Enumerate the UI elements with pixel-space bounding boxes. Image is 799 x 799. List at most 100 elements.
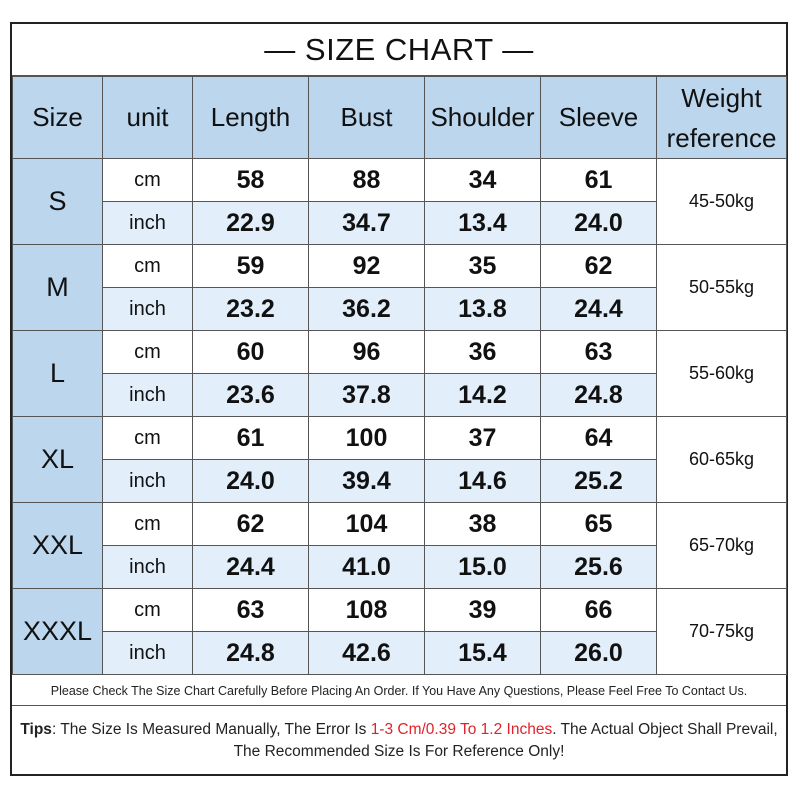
length-value: 23.2 (192, 287, 309, 331)
sleeve-value: 24.4 (540, 287, 657, 331)
shoulder-value: 37 (424, 416, 541, 460)
shoulder-value: 14.6 (424, 459, 541, 503)
table-row: inch 22.9 34.7 13.4 24.0 (13, 201, 787, 245)
sleeve-value: 24.0 (540, 201, 657, 245)
sleeve-value: 66 (540, 588, 657, 632)
shoulder-value: 38 (424, 502, 541, 546)
bust-value: 41.0 (308, 545, 425, 589)
shoulder-value: 34 (424, 158, 541, 202)
table-row: inch 23.6 37.8 14.2 24.8 (13, 373, 787, 417)
table-row: inch 23.2 36.2 13.8 24.4 (13, 287, 787, 331)
unit-cell: cm (102, 416, 193, 460)
tips-error-range: 1-3 Cm/0.39 To 1.2 Inches (370, 721, 553, 738)
length-value: 63 (192, 588, 309, 632)
size-label: XXL (12, 502, 103, 589)
shoulder-value: 13.8 (424, 287, 541, 331)
bust-value: 37.8 (308, 373, 425, 417)
weight-reference-value: 60-65kg (656, 416, 787, 503)
header-unit: unit (102, 76, 193, 159)
header-bust: Bust (308, 76, 425, 159)
length-value: 59 (192, 244, 309, 288)
sleeve-value: 62 (540, 244, 657, 288)
shoulder-value: 35 (424, 244, 541, 288)
weight-reference-value: 55-60kg (656, 330, 787, 417)
unit-cell: cm (102, 502, 193, 546)
length-value: 24.8 (192, 631, 309, 675)
length-value: 24.0 (192, 459, 309, 503)
size-table: Size unit Length Bust Shoulder Sleeve We… (12, 76, 787, 675)
unit-cell: cm (102, 588, 193, 632)
sleeve-value: 63 (540, 330, 657, 374)
chart-title: — SIZE CHART — (12, 24, 786, 76)
sleeve-value: 61 (540, 158, 657, 202)
unit-cell: inch (102, 373, 193, 417)
tips-label: Tips (20, 721, 52, 738)
shoulder-value: 36 (424, 330, 541, 374)
bust-value: 108 (308, 588, 425, 632)
length-value: 62 (192, 502, 309, 546)
tips-text-1: : The Size Is Measured Manually, The Err… (51, 721, 371, 738)
size-label: S (12, 158, 103, 245)
bust-value: 96 (308, 330, 425, 374)
sleeve-value: 65 (540, 502, 657, 546)
bust-value: 88 (308, 158, 425, 202)
table-row: XL cm 61 100 37 64 60-65kg (12, 416, 787, 503)
length-value: 24.4 (192, 545, 309, 589)
notice-text: Please Check The Size Chart Carefully Be… (12, 676, 786, 706)
table-row: inch 24.8 42.6 15.4 26.0 (13, 631, 787, 675)
sleeve-value: 25.2 (540, 459, 657, 503)
weight-reference-value: 45-50kg (656, 158, 787, 245)
length-value: 60 (192, 330, 309, 374)
table-row: inch 24.0 39.4 14.6 25.2 (13, 459, 787, 503)
size-label: M (12, 244, 103, 331)
tips-text-2: . The Actual Object Shall Prevail, The R… (233, 721, 778, 760)
tips-block: Tips: The Size Is Measured Manually, The… (12, 706, 786, 776)
shoulder-value: 39 (424, 588, 541, 632)
length-value: 22.9 (192, 201, 309, 245)
bust-value: 92 (308, 244, 425, 288)
length-value: 61 (192, 416, 309, 460)
table-row: XXL cm 62 104 38 65 65-70kg (12, 502, 787, 589)
header-shoulder: Shoulder (424, 76, 541, 159)
shoulder-value: 15.0 (424, 545, 541, 589)
header-row: Size unit Length Bust Shoulder Sleeve We… (12, 76, 787, 159)
unit-cell: inch (102, 201, 193, 245)
unit-cell: inch (102, 545, 193, 589)
unit-cell: cm (102, 330, 193, 374)
size-chart-frame: — SIZE CHART — Size unit Length Bust Sho… (10, 22, 788, 776)
sleeve-value: 64 (540, 416, 657, 460)
unit-cell: inch (102, 631, 193, 675)
weight-reference-value: 65-70kg (656, 502, 787, 589)
bust-value: 104 (308, 502, 425, 546)
weight-reference-value: 50-55kg (656, 244, 787, 331)
size-label: XXXL (12, 588, 103, 675)
bust-value: 100 (308, 416, 425, 460)
sleeve-value: 26.0 (540, 631, 657, 675)
shoulder-value: 15.4 (424, 631, 541, 675)
bust-value: 34.7 (308, 201, 425, 245)
size-label: XL (12, 416, 103, 503)
sleeve-value: 25.6 (540, 545, 657, 589)
weight-reference-value: 70-75kg (656, 588, 787, 675)
bust-value: 42.6 (308, 631, 425, 675)
unit-cell: inch (102, 287, 193, 331)
header-weight-line2: reference (666, 122, 777, 153)
shoulder-value: 14.2 (424, 373, 541, 417)
length-value: 58 (192, 158, 309, 202)
unit-cell: cm (102, 158, 193, 202)
bust-value: 36.2 (308, 287, 425, 331)
unit-cell: cm (102, 244, 193, 288)
unit-cell: inch (102, 459, 193, 503)
header-size: Size (12, 76, 103, 159)
shoulder-value: 13.4 (424, 201, 541, 245)
header-sleeve: Sleeve (540, 76, 657, 159)
header-weight-line1: Weight (681, 82, 762, 113)
sleeve-value: 24.8 (540, 373, 657, 417)
length-value: 23.6 (192, 373, 309, 417)
header-weight-reference: Weight reference (656, 76, 787, 159)
size-label: L (12, 330, 103, 417)
bust-value: 39.4 (308, 459, 425, 503)
